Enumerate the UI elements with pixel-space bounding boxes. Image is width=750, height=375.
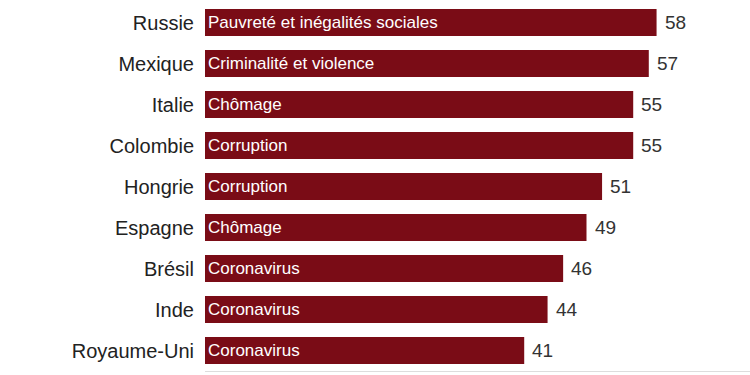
svg-text:46: 46 bbox=[571, 258, 592, 279]
svg-text:Inde: Inde bbox=[155, 299, 194, 321]
svg-text:Chômage: Chômage bbox=[208, 95, 282, 114]
svg-text:Hongrie: Hongrie bbox=[124, 176, 194, 198]
svg-text:41: 41 bbox=[532, 340, 553, 361]
svg-text:Chômage: Chômage bbox=[208, 218, 282, 237]
svg-text:Russie: Russie bbox=[133, 12, 194, 34]
svg-text:57: 57 bbox=[657, 53, 678, 74]
svg-text:49: 49 bbox=[595, 217, 616, 238]
svg-text:Mexique: Mexique bbox=[118, 53, 194, 75]
svg-text:Corruption: Corruption bbox=[208, 136, 287, 155]
svg-text:Pauvreté et inégalités sociale: Pauvreté et inégalités sociales bbox=[208, 13, 438, 32]
svg-text:55: 55 bbox=[641, 94, 662, 115]
svg-text:58: 58 bbox=[665, 12, 686, 33]
svg-text:44: 44 bbox=[556, 299, 578, 320]
svg-text:Italie: Italie bbox=[152, 94, 194, 116]
svg-text:51: 51 bbox=[610, 176, 631, 197]
svg-text:Brésil: Brésil bbox=[144, 258, 194, 280]
svg-text:Royaume-Uni: Royaume-Uni bbox=[72, 340, 194, 362]
svg-text:Coronavirus: Coronavirus bbox=[208, 341, 300, 360]
svg-text:Coronavirus: Coronavirus bbox=[208, 300, 300, 319]
svg-text:Espagne: Espagne bbox=[115, 217, 194, 239]
svg-text:55: 55 bbox=[641, 135, 662, 156]
svg-text:Corruption: Corruption bbox=[208, 177, 287, 196]
svg-text:Colombie: Colombie bbox=[110, 135, 194, 157]
svg-text:Criminalité et violence: Criminalité et violence bbox=[208, 54, 374, 73]
svg-text:Coronavirus: Coronavirus bbox=[208, 259, 300, 278]
